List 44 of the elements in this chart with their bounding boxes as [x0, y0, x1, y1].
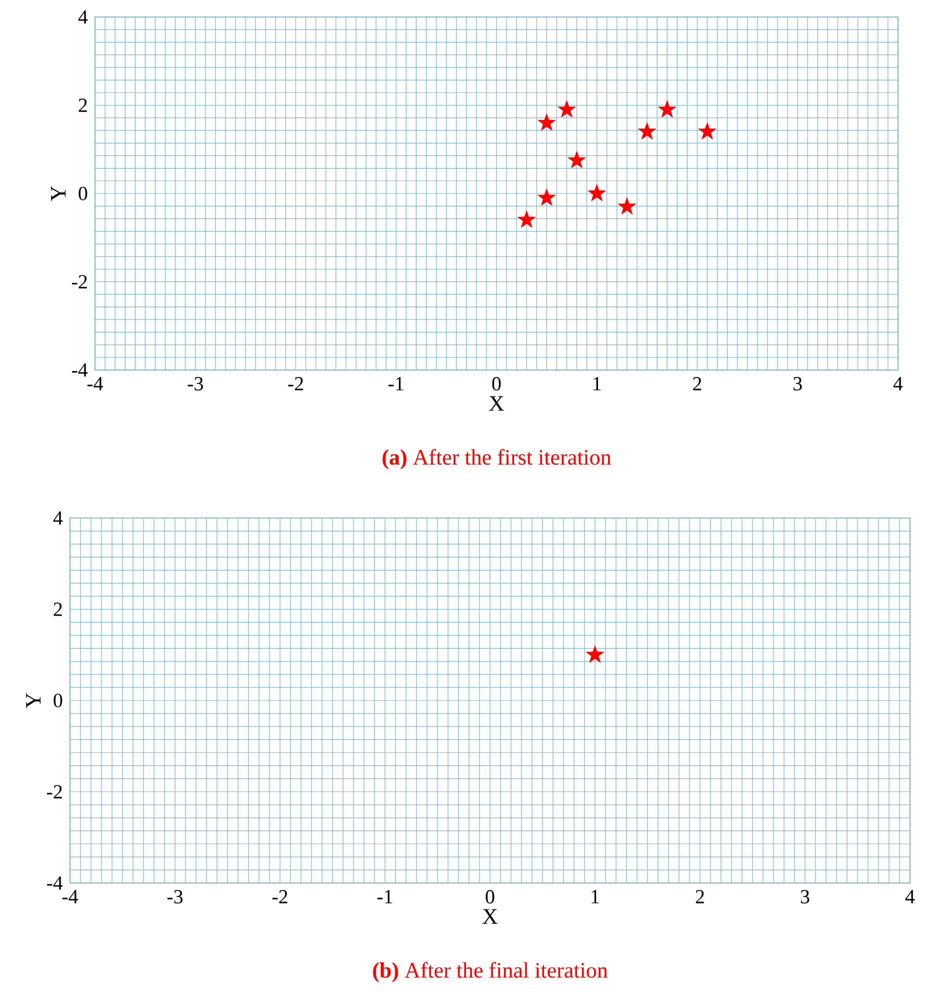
x-tick-label: -1 — [377, 890, 392, 904]
x-tick-label: 3 — [794, 377, 802, 390]
x-tick-label: 1 — [594, 377, 601, 390]
point — [658, 101, 676, 117]
y-tick-label: 4 — [78, 10, 88, 24]
point — [518, 211, 535, 228]
point — [538, 189, 555, 205]
x-tick-label: 2 — [696, 890, 704, 904]
point — [618, 198, 636, 214]
y-tick-label: 0 — [78, 186, 88, 200]
y-tick-label: -4 — [72, 363, 88, 377]
text: (b) After the final iteration — [373, 962, 608, 982]
y-tick-label: 2 — [78, 98, 87, 112]
x-axis-title: X — [482, 909, 498, 924]
y-tick-label: 2 — [54, 602, 62, 616]
x-tick-label: -2 — [288, 377, 303, 390]
x-tick-label: 4 — [893, 377, 903, 390]
y-axis-title: Y — [26, 693, 41, 708]
x-tick-label: -4 — [62, 890, 78, 904]
point — [538, 114, 555, 130]
x-tick-label: -3 — [167, 890, 183, 904]
x-axis-title: X — [489, 396, 504, 411]
x-tick-label: 1 — [592, 890, 599, 904]
text: (a) After the first iteration — [382, 449, 612, 470]
y-tick-label: -2 — [72, 275, 87, 288]
x-tick-label: -2 — [272, 890, 288, 904]
x-tick-label: 2 — [693, 377, 702, 390]
point — [558, 101, 575, 117]
y-axis-title: Y — [51, 186, 66, 202]
point — [568, 152, 585, 168]
point — [638, 123, 656, 139]
y-tick-label: 4 — [53, 511, 63, 525]
x-tick-label: 0 — [486, 890, 494, 904]
y-tick-label: 0 — [54, 694, 62, 708]
x-tick-label: 0 — [492, 377, 501, 391]
x-tick-label: -3 — [188, 377, 203, 390]
point — [699, 123, 716, 139]
y-tick-label: -2 — [47, 785, 62, 798]
x-tick-label: 4 — [905, 890, 915, 904]
x-tick-label: -4 — [87, 377, 104, 390]
x-tick-label: 3 — [800, 890, 810, 904]
point — [588, 184, 606, 201]
x-tick-label: -1 — [388, 377, 404, 390]
y-tick-label: -4 — [47, 876, 63, 890]
